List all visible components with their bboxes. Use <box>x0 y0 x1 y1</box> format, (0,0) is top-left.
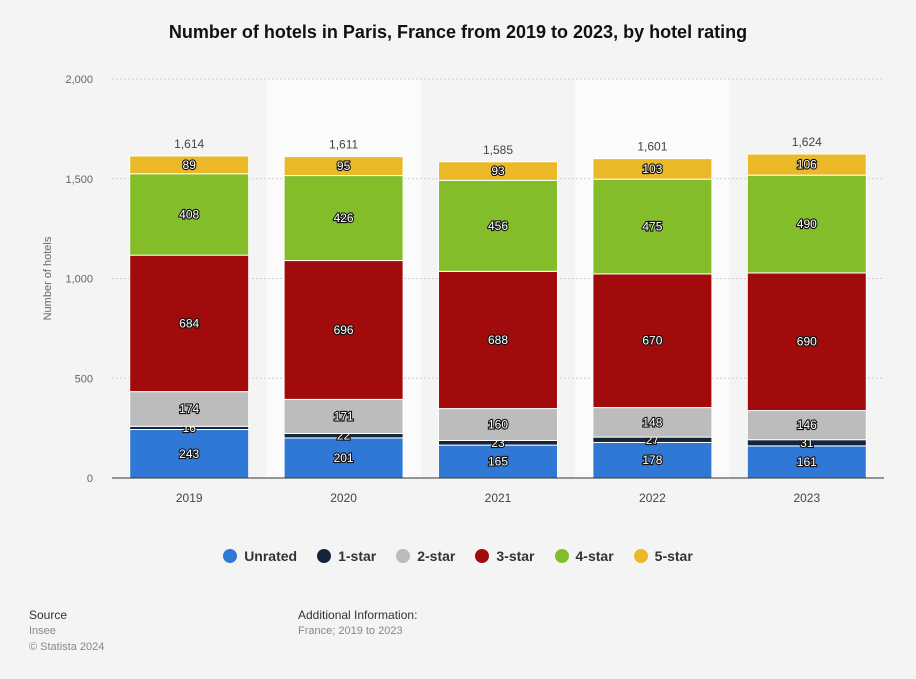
legend-label: 3-star <box>496 548 535 564</box>
data-label: 456 <box>488 219 508 233</box>
legend-label: 5-star <box>654 548 693 564</box>
bar-segment <box>438 270 558 410</box>
x-tick-label: 2020 <box>330 491 357 505</box>
bar-segment <box>438 161 558 181</box>
bar-segment <box>283 156 404 177</box>
data-label: 161 <box>797 455 817 469</box>
total-label: 1,624 <box>792 135 822 149</box>
bar-segment <box>592 407 713 438</box>
legend-item-5-star[interactable]: 5-star <box>633 548 693 564</box>
bar-segment <box>283 437 404 479</box>
bar-segment <box>438 408 558 441</box>
x-tick-label: 2021 <box>485 491 512 505</box>
data-label: 146 <box>797 418 817 432</box>
bar-segment <box>129 173 250 256</box>
data-label: 95 <box>337 159 351 173</box>
bar-segment <box>438 179 558 272</box>
legend: Unrated 1-star 2-star 3-star 4-star 5-st… <box>0 548 916 564</box>
legend-item-2-star[interactable]: 2-star <box>396 548 455 564</box>
legend-item-3-star[interactable]: 3-star <box>475 548 535 564</box>
total-label: 1,614 <box>174 137 204 151</box>
source-block: Source Insee © Statista 2024 <box>29 607 104 655</box>
bar-segment <box>129 391 250 427</box>
total-label: 1,601 <box>637 140 667 154</box>
chart-title: Number of hotels in Paris, France from 2… <box>168 22 748 42</box>
legend-label: Unrated <box>244 548 298 564</box>
bar-segment <box>592 273 713 409</box>
legend-label: 2-star <box>417 548 456 564</box>
legend-dot-icon <box>554 549 569 563</box>
x-tick-label: 2019 <box>176 491 203 505</box>
source-label: Source <box>29 608 68 622</box>
y-tick-label: 2,000 <box>65 74 93 86</box>
total-label: 1,611 <box>329 138 358 152</box>
y-tick-label: 500 <box>75 373 93 385</box>
legend-dot-icon <box>396 549 411 563</box>
additional-info-label: Additional Information: <box>298 608 418 622</box>
data-label: 243 <box>179 447 199 461</box>
additional-info-block: Additional Information: France; 2019 to … <box>298 607 417 639</box>
stacked-bar-chart: 0 500 1,000 1,500 2,000 Number of hotels 243 16… <box>42 74 884 505</box>
legend-label: 4-star <box>575 548 614 564</box>
data-label: 408 <box>179 207 199 221</box>
data-label: 684 <box>179 316 199 330</box>
bar-segment <box>746 410 867 441</box>
data-label: 103 <box>642 162 662 176</box>
total-label: 1,585 <box>483 143 513 157</box>
bar-segment <box>746 445 867 479</box>
additional-info-value: France; 2019 to 2023 <box>298 625 403 637</box>
data-label: 171 <box>334 409 354 423</box>
data-label: 690 <box>797 335 817 349</box>
y-axis-title: Number of hotels <box>42 236 54 320</box>
legend-dot-icon <box>633 549 648 563</box>
data-label: 475 <box>642 220 662 234</box>
bar-segment <box>129 429 250 479</box>
data-label: 160 <box>488 418 508 432</box>
data-label: 93 <box>491 164 505 178</box>
legend-item-1-star[interactable]: 1-star <box>317 548 376 564</box>
data-label: 201 <box>334 451 354 465</box>
data-label: 688 <box>488 333 508 347</box>
data-label: 89 <box>183 158 197 172</box>
y-tick-label: 1,000 <box>65 274 93 286</box>
data-label: 148 <box>642 415 662 429</box>
legend-dot-icon <box>317 549 332 563</box>
legend-dot-icon <box>475 549 490 563</box>
data-label: 165 <box>488 455 508 469</box>
data-label: 426 <box>334 211 354 225</box>
data-label: 490 <box>797 217 817 231</box>
y-tick-label: 1,500 <box>65 174 93 186</box>
legend-item-unrated[interactable]: Unrated <box>223 548 297 564</box>
bar-segment <box>283 398 404 435</box>
data-label: 106 <box>797 158 817 172</box>
data-label: 696 <box>334 323 354 337</box>
bar-segment <box>129 254 250 393</box>
bar-segment <box>592 441 713 479</box>
data-label: 670 <box>642 334 662 348</box>
legend-item-4-star[interactable]: 4-star <box>554 548 614 564</box>
copyright: © Statista 2024 <box>29 641 105 653</box>
bar-segment <box>592 178 713 275</box>
bar-segment <box>746 153 867 176</box>
y-tick-label: 0 <box>87 473 93 485</box>
x-tick-label: 2023 <box>793 491 820 505</box>
bar-segment <box>283 175 404 262</box>
bar-segment <box>283 260 404 400</box>
bar-segment <box>746 174 867 274</box>
bar-segment <box>129 155 250 175</box>
bar-segment <box>592 158 713 180</box>
source-value[interactable]: Insee <box>29 625 56 637</box>
legend-label: 1-star <box>338 548 377 564</box>
data-label: 174 <box>179 402 199 416</box>
data-label: 178 <box>642 453 662 467</box>
legend-dot-icon <box>223 549 238 563</box>
x-tick-label: 2022 <box>639 491 666 505</box>
